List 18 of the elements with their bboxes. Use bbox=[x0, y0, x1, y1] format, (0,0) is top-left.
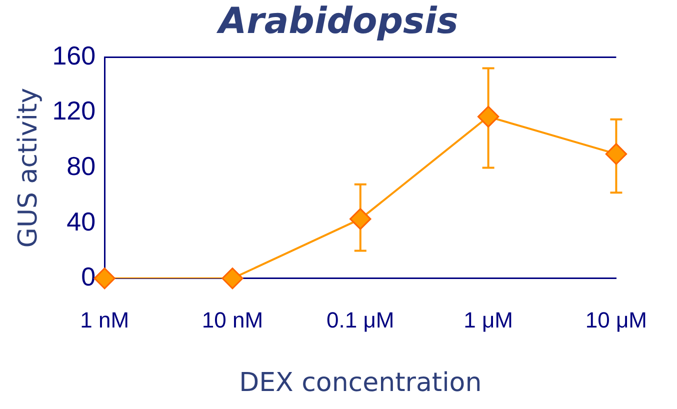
y-axis-title: GUS activity bbox=[13, 88, 44, 248]
y-tick-label: 160 bbox=[52, 40, 96, 70]
y-tick-label: 0 bbox=[81, 262, 96, 292]
x-tick-label: 1 nM bbox=[80, 308, 130, 333]
chart-title: Arabidopsis bbox=[216, 0, 458, 42]
point bbox=[222, 268, 244, 290]
x-tick-label: 10 μM bbox=[585, 308, 648, 333]
point bbox=[478, 106, 500, 128]
point bbox=[605, 143, 627, 165]
x-tick-label: 1 μM bbox=[464, 308, 513, 333]
point bbox=[94, 268, 116, 290]
y-tick-label: 120 bbox=[52, 96, 96, 126]
x-tick-label: 10 nM bbox=[202, 308, 264, 333]
point bbox=[350, 208, 372, 230]
x-axis-title: DEX concentration bbox=[239, 368, 482, 398]
y-tick-label: 80 bbox=[66, 150, 96, 181]
y-tick-label: 40 bbox=[66, 206, 96, 236]
x-tick-label: 0.1 μM bbox=[326, 308, 394, 333]
